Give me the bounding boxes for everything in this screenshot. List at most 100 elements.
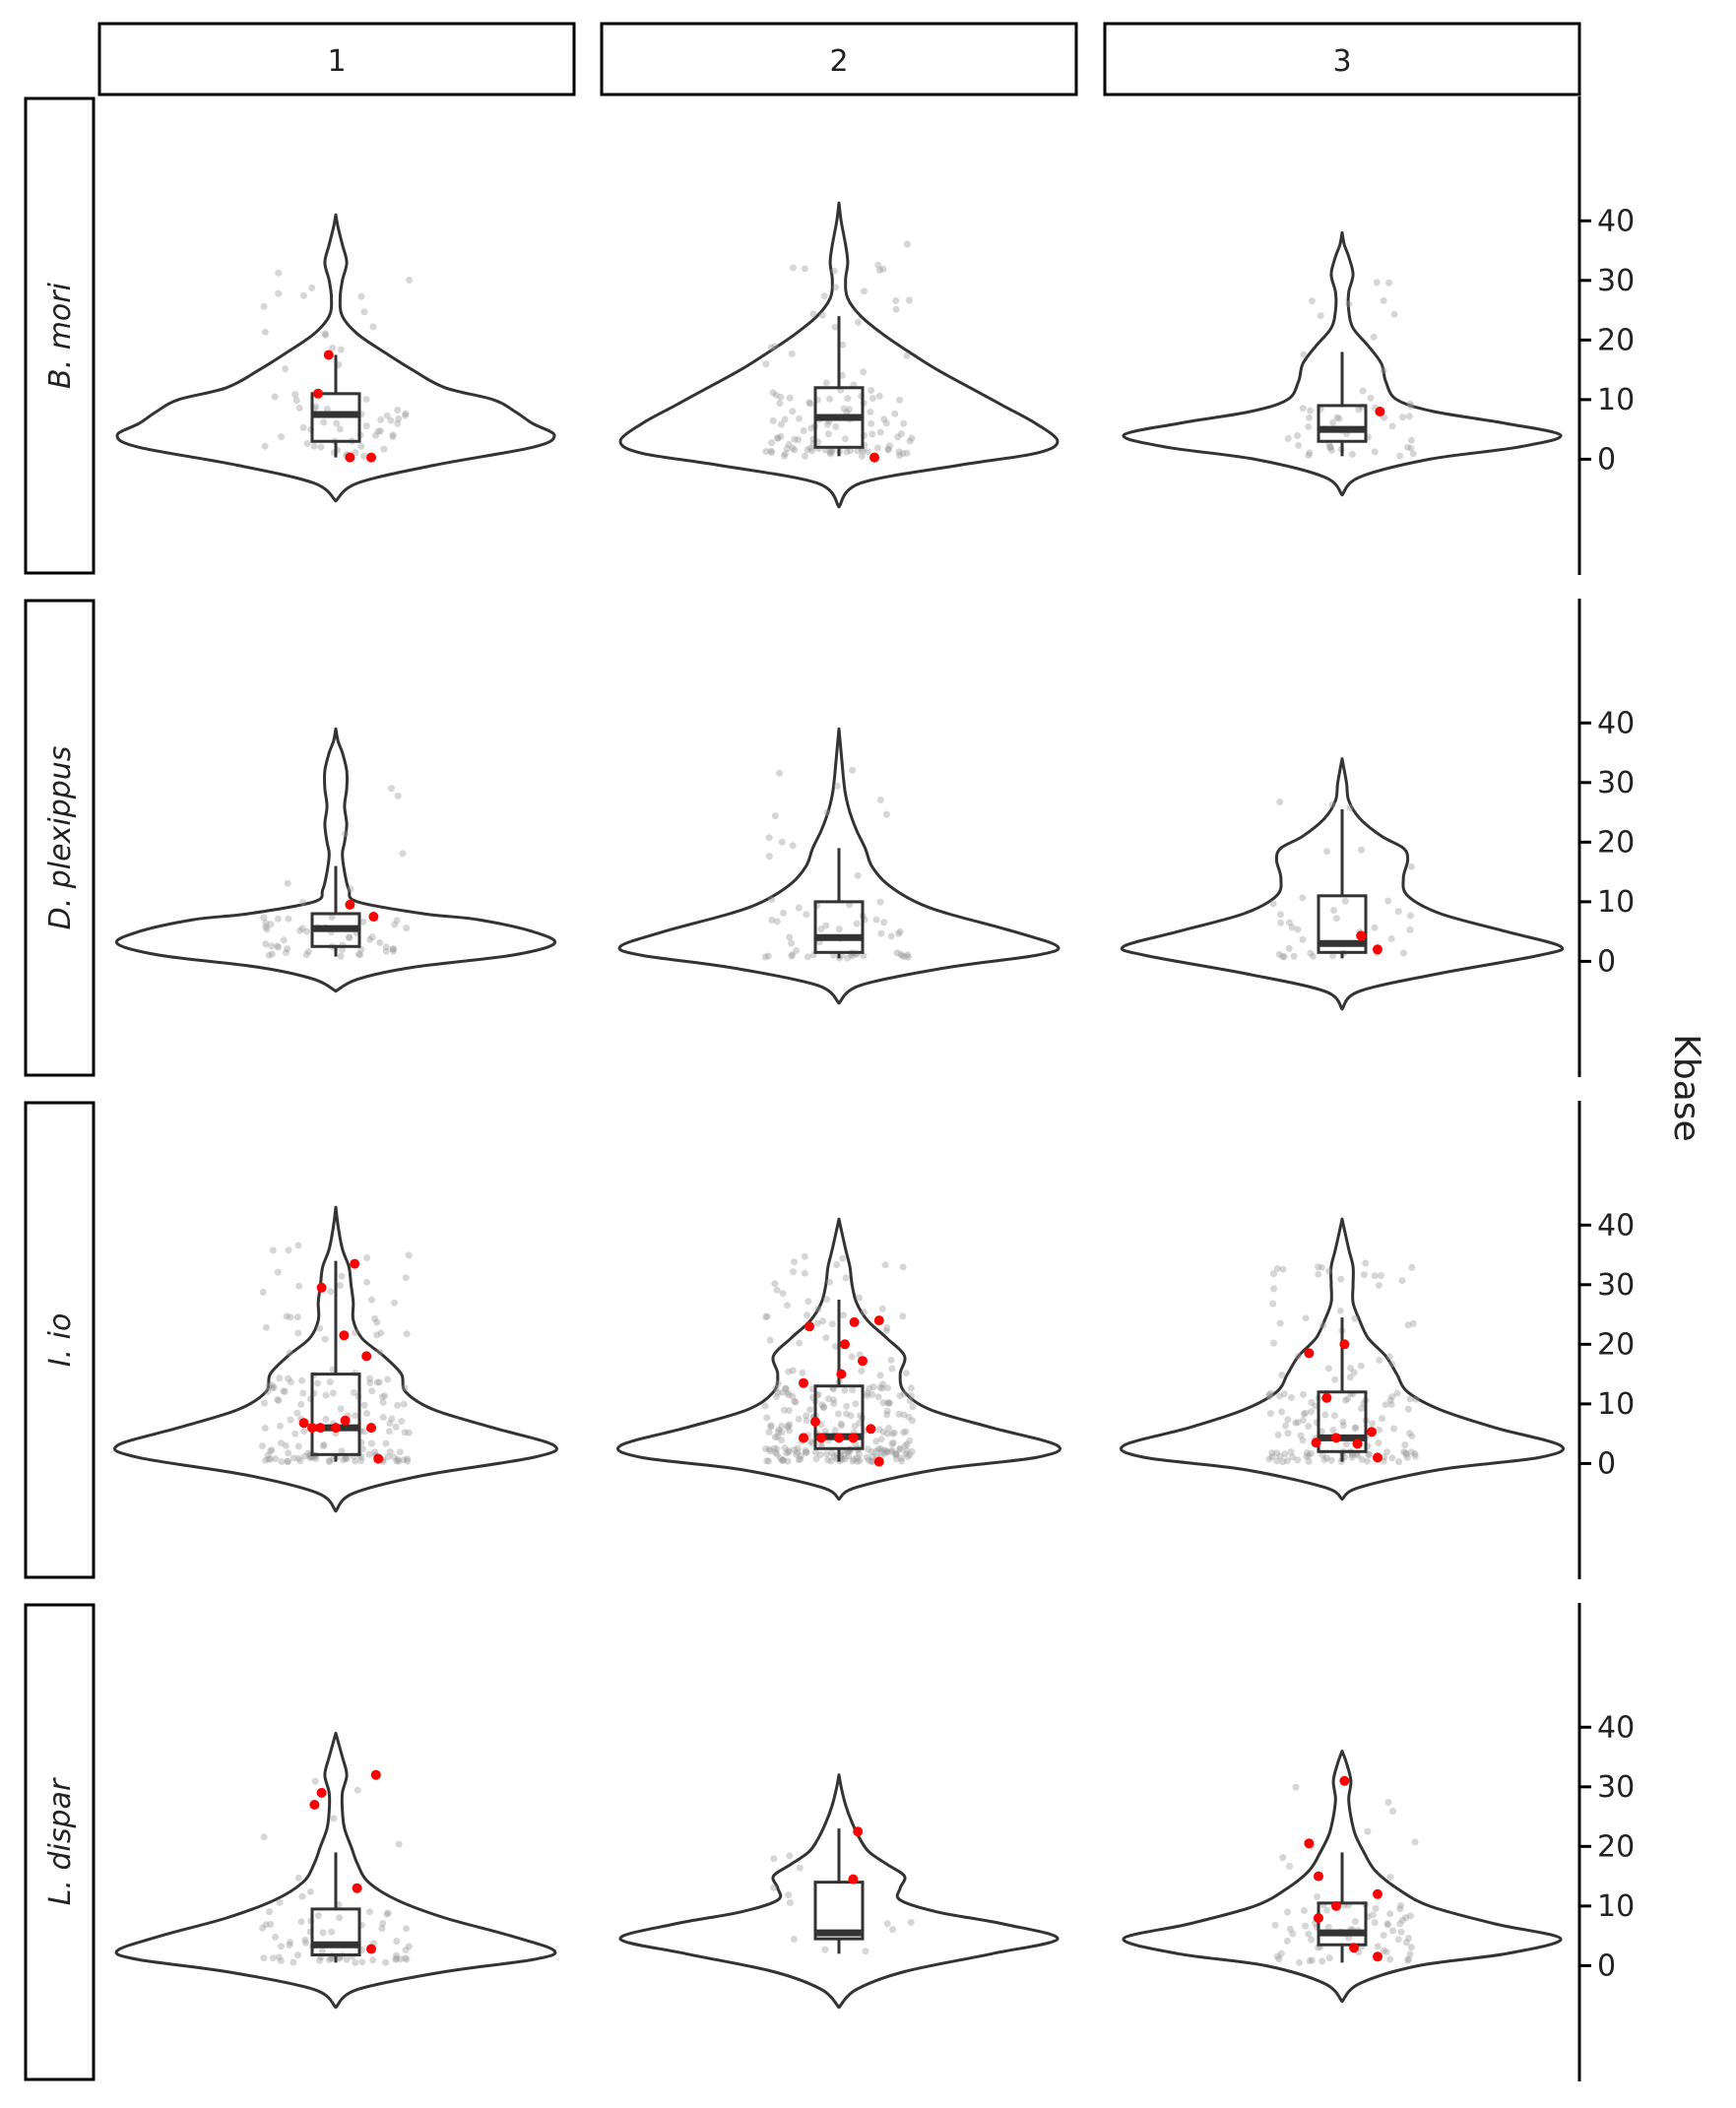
jitter-point xyxy=(299,291,307,299)
jitter-point xyxy=(1348,450,1356,458)
jitter-point xyxy=(286,1942,293,1949)
jitter-point xyxy=(904,1453,912,1461)
jitter-point xyxy=(849,1457,857,1465)
jitter-point xyxy=(263,926,271,933)
jitter-point xyxy=(852,1440,860,1448)
jitter-point xyxy=(383,412,391,419)
jitter-point xyxy=(1265,1392,1273,1400)
highlight-point xyxy=(840,1339,850,1350)
jitter-point xyxy=(904,951,912,959)
jitter-point xyxy=(287,1313,294,1321)
jitter-point xyxy=(885,1399,893,1407)
jitter-point xyxy=(805,399,813,407)
jitter-point xyxy=(339,1456,347,1464)
jitter-point xyxy=(762,448,770,455)
jitter-point xyxy=(1273,1457,1281,1465)
highlight-point xyxy=(1339,1339,1350,1350)
highlight-point xyxy=(373,1453,384,1464)
y-tick-label: 30 xyxy=(1597,1268,1635,1303)
jitter-point xyxy=(1399,414,1407,421)
iqr-box xyxy=(310,1373,361,1456)
jitter-points xyxy=(761,766,912,962)
highlight-point xyxy=(316,1282,327,1293)
jitter-point xyxy=(1306,449,1314,457)
jitter-point xyxy=(1286,1863,1294,1870)
jitter-point xyxy=(879,1380,887,1388)
jitter-point xyxy=(768,439,776,447)
jitter-point xyxy=(393,917,401,925)
jitter-point xyxy=(876,428,884,436)
y-tick-label: 20 xyxy=(1597,323,1635,357)
jitter-point xyxy=(365,1450,373,1458)
violin-outline xyxy=(1122,1750,1563,2004)
jitter-point xyxy=(780,1406,788,1414)
jitter-point xyxy=(352,1412,359,1420)
jitter-point xyxy=(843,1410,850,1418)
jitter-point xyxy=(1275,950,1283,958)
jitter-point xyxy=(1290,952,1298,960)
column-strip-label-3: 3 xyxy=(1332,44,1351,79)
jitter-point xyxy=(281,1387,289,1395)
y-tick-label: 40 xyxy=(1597,204,1635,238)
jitter-point xyxy=(1285,919,1293,926)
jitter-point xyxy=(1397,1901,1405,1909)
jitter-point xyxy=(322,1415,330,1423)
jitter-point xyxy=(1388,1393,1396,1401)
jitter-point xyxy=(822,1334,830,1342)
jitter-point xyxy=(777,432,785,440)
jitter-point xyxy=(259,1924,266,1932)
jitter-point xyxy=(876,267,883,274)
jitter-point xyxy=(789,951,796,959)
jitter-point xyxy=(1283,1457,1291,1465)
jitter-point xyxy=(1305,1457,1313,1465)
jitter-point xyxy=(1306,1957,1314,1964)
jitter-point xyxy=(800,427,807,434)
jitter-point xyxy=(1278,1408,1286,1416)
jitter-point xyxy=(789,842,797,850)
jitter-point xyxy=(828,448,836,456)
jitter-point xyxy=(873,444,881,452)
jitter-point xyxy=(763,1457,771,1465)
jitter-point xyxy=(884,446,892,454)
jitter-point xyxy=(280,1387,288,1395)
jitter-point xyxy=(1308,297,1316,305)
jitter-point xyxy=(360,1401,368,1409)
jitter-point xyxy=(406,276,414,284)
jitter-point xyxy=(326,1378,334,1386)
jitter-point xyxy=(785,1368,793,1375)
jitter-point xyxy=(1358,1456,1366,1463)
jitter-point xyxy=(1305,1930,1313,1938)
y-tick-label: 0 xyxy=(1597,944,1616,979)
jitter-point xyxy=(297,1918,305,1926)
jitter-point xyxy=(860,952,868,960)
jitter-point xyxy=(402,410,410,417)
jitter-point xyxy=(861,1309,868,1316)
highlight-point xyxy=(834,1433,844,1443)
jitter-point xyxy=(1320,1456,1328,1464)
jitter-point xyxy=(1270,1339,1277,1347)
jitter-point xyxy=(1398,1916,1406,1924)
jitter-point xyxy=(398,1418,406,1425)
jitter-point xyxy=(892,305,900,313)
jitter-point xyxy=(896,1445,904,1453)
jitter-point xyxy=(820,292,828,300)
jitter-point xyxy=(868,419,875,427)
jitter-point xyxy=(382,1439,390,1447)
jitter-point xyxy=(1406,1395,1414,1403)
jitter-point xyxy=(312,1455,320,1462)
iqr-box xyxy=(813,900,865,954)
jitter-point xyxy=(858,1368,866,1374)
jitter-point xyxy=(901,953,908,961)
jitter-point xyxy=(1276,1319,1284,1327)
jitter-point xyxy=(887,1356,895,1364)
panel-l-dispar-1 xyxy=(114,1731,557,2010)
jitter-point xyxy=(907,1384,915,1392)
jitter-point xyxy=(379,1414,387,1421)
jitter-point xyxy=(314,1379,322,1387)
jitter-point xyxy=(350,1389,357,1396)
jitter-point xyxy=(285,915,292,923)
jitter-point xyxy=(833,782,841,790)
jitter-point xyxy=(373,1331,381,1339)
jitter-point xyxy=(272,1933,280,1941)
jitter-point xyxy=(1300,1390,1307,1398)
